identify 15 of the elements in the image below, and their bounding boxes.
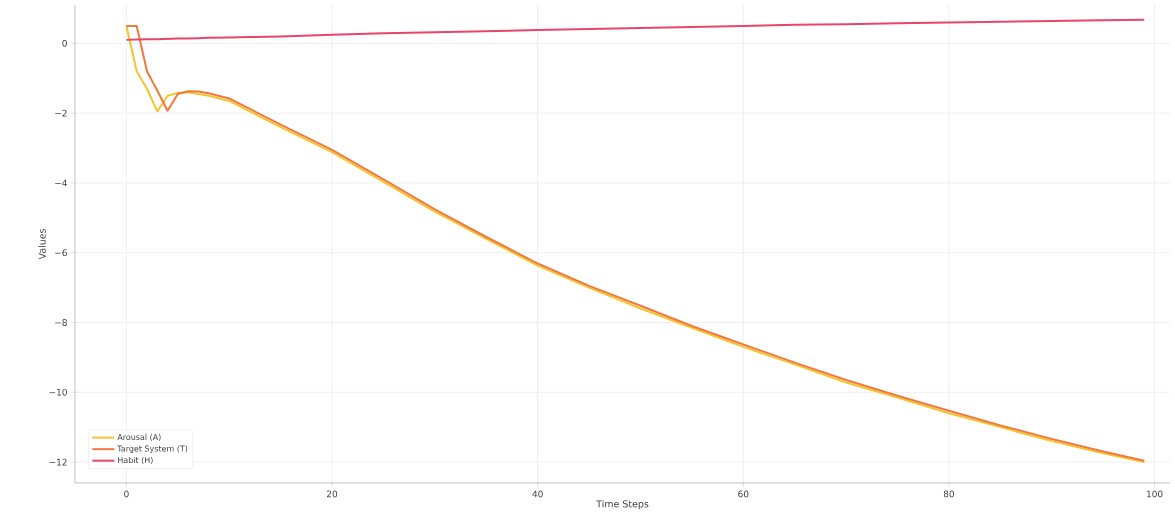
y-tick-label: −12 — [49, 458, 67, 466]
x-tick-label: 80 — [943, 490, 955, 498]
x-tick-label: 0 — [124, 490, 129, 498]
y-tick-label: −6 — [55, 249, 67, 257]
x-tick-label: 20 — [327, 490, 338, 498]
y-tick-label: −4 — [55, 179, 67, 187]
x-tick-label: 60 — [738, 490, 749, 498]
y-axis-title: Values — [38, 228, 46, 260]
y-tick-label: −2 — [55, 109, 67, 117]
y-tick-label: 0 — [62, 39, 67, 47]
x-axis-title: Time Steps — [596, 500, 649, 510]
x-tick-label: 40 — [532, 490, 543, 498]
x-tick-label: 100 — [1147, 490, 1163, 498]
y-tick-label: −10 — [49, 388, 67, 396]
y-tick-label: −8 — [55, 319, 67, 326]
